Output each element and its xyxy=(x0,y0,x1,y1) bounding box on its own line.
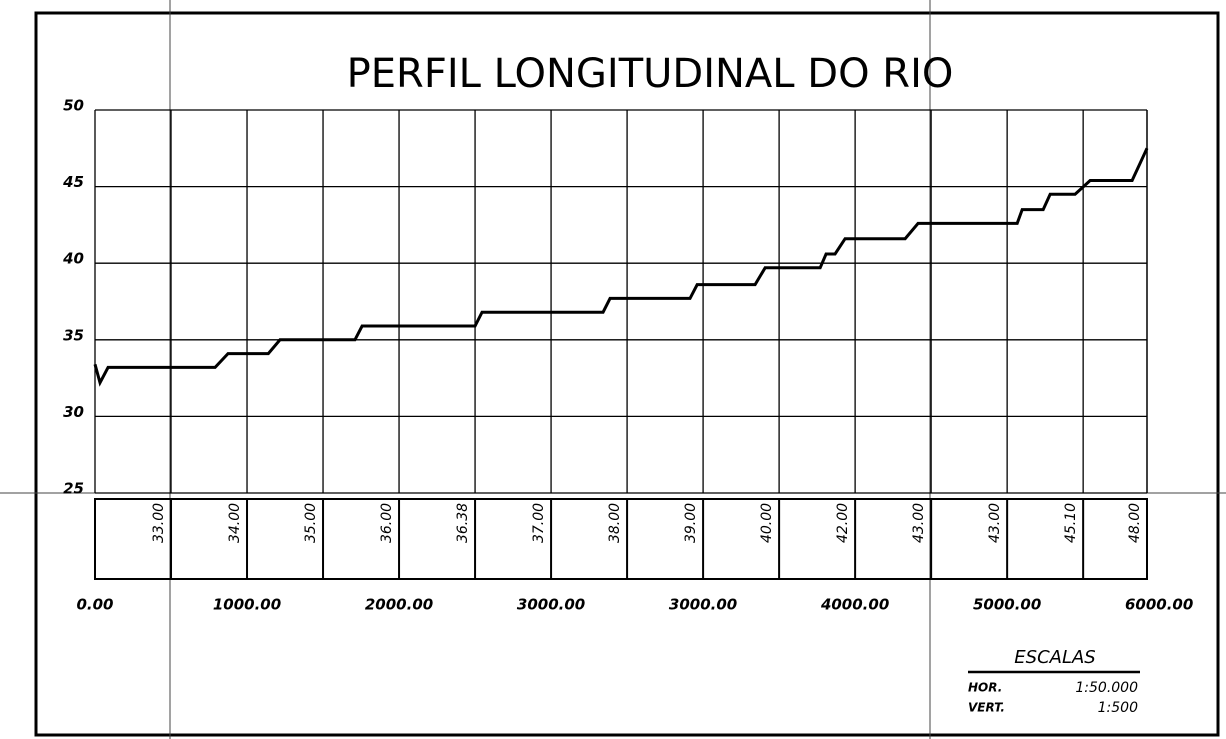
scales-title: ESCALAS xyxy=(1014,647,1095,668)
station-elevation: 38.00 xyxy=(607,503,623,543)
station-elevation: 39.00 xyxy=(683,503,699,543)
x-tick-label: 0.00 xyxy=(76,596,113,614)
station-elevation: 43.00 xyxy=(987,503,1003,543)
station-elevation: 43.00 xyxy=(911,503,927,543)
station-elevation: 48.00 xyxy=(1127,503,1143,543)
x-tick-label: 2000.00 xyxy=(365,596,433,614)
station-elevation: 40.00 xyxy=(759,503,775,543)
station-elevation: 36.38 xyxy=(455,503,471,543)
station-elevation: 36.00 xyxy=(379,503,395,543)
station-elevation: 34.00 xyxy=(227,503,243,543)
station-elevation: 42.00 xyxy=(835,503,851,543)
y-tick-label: 25 xyxy=(63,480,84,498)
x-tick-label: 6000.00 xyxy=(1125,596,1193,614)
station-elevation: 33.00 xyxy=(151,503,167,543)
scale-name: VERT. xyxy=(968,701,1005,715)
y-tick-label: 50 xyxy=(63,97,84,115)
scale-name: HOR. xyxy=(968,681,1002,695)
scale-value: 1:500 xyxy=(1098,700,1138,716)
y-tick-label: 30 xyxy=(63,403,84,421)
chart-title: PERFIL LONGITUDINAL DO RIO xyxy=(347,51,954,97)
station-elevation: 37.00 xyxy=(531,503,547,543)
profile-line xyxy=(93,147,1149,387)
x-tick-label: 3000.00 xyxy=(669,596,737,614)
x-tick-label: 3000.00 xyxy=(517,596,585,614)
x-tick-label: 1000.00 xyxy=(213,596,281,614)
scale-value: 1:50.000 xyxy=(1075,680,1138,696)
x-tick-label: 5000.00 xyxy=(973,596,1041,614)
y-tick-label: 45 xyxy=(62,173,84,191)
station-elevation: 45.10 xyxy=(1063,503,1079,543)
y-tick-label: 35 xyxy=(63,326,84,344)
x-tick-label: 4000.00 xyxy=(820,596,889,614)
station-elevation: 35.00 xyxy=(303,503,319,543)
frame xyxy=(34,11,1220,737)
y-tick-label: 40 xyxy=(62,250,84,268)
